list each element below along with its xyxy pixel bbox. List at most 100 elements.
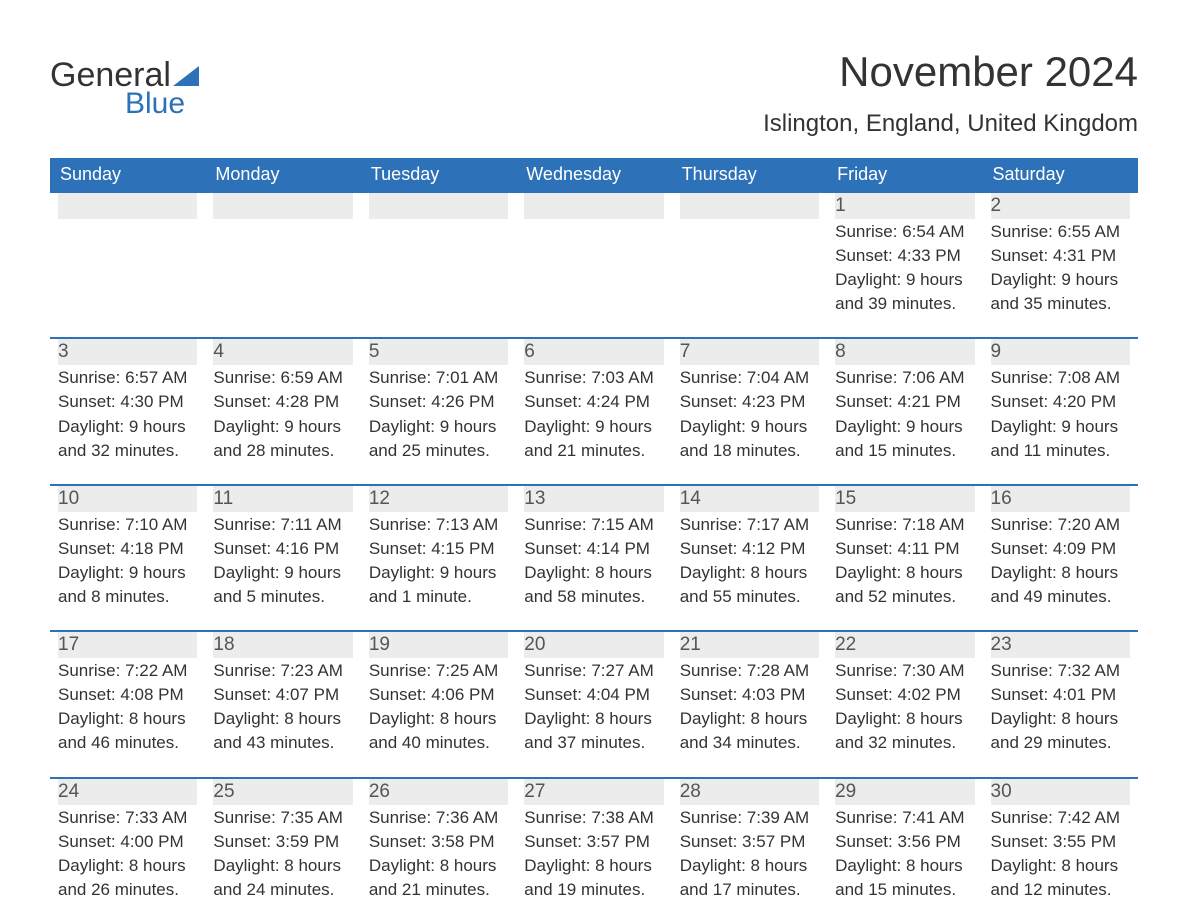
sunset-text: Sunset: 4:31 PM bbox=[991, 245, 1130, 267]
day-cell bbox=[205, 193, 360, 323]
week-row: 10Sunrise: 7:10 AMSunset: 4:18 PMDayligh… bbox=[50, 484, 1138, 616]
day-number: 17 bbox=[58, 632, 197, 658]
daylight-text: and 5 minutes. bbox=[213, 586, 352, 608]
daylight-text: and 39 minutes. bbox=[835, 293, 974, 315]
calendar: SundayMondayTuesdayWednesdayThursdayFrid… bbox=[50, 158, 1138, 909]
day-number: 14 bbox=[680, 486, 819, 512]
day-cell: 2Sunrise: 6:55 AMSunset: 4:31 PMDaylight… bbox=[983, 193, 1138, 323]
day-cell bbox=[361, 193, 516, 323]
week-row: 17Sunrise: 7:22 AMSunset: 4:08 PMDayligh… bbox=[50, 630, 1138, 762]
daylight-text: Daylight: 9 hours bbox=[835, 416, 974, 438]
week-row: 1Sunrise: 6:54 AMSunset: 4:33 PMDaylight… bbox=[50, 191, 1138, 323]
day-cell: 6Sunrise: 7:03 AMSunset: 4:24 PMDaylight… bbox=[516, 339, 671, 469]
sunset-text: Sunset: 4:26 PM bbox=[369, 391, 508, 413]
sunrise-text: Sunrise: 7:18 AM bbox=[835, 514, 974, 536]
daylight-text: Daylight: 8 hours bbox=[680, 855, 819, 877]
daylight-text: Daylight: 8 hours bbox=[58, 855, 197, 877]
day-cell: 20Sunrise: 7:27 AMSunset: 4:04 PMDayligh… bbox=[516, 632, 671, 762]
day-cell: 15Sunrise: 7:18 AMSunset: 4:11 PMDayligh… bbox=[827, 486, 982, 616]
sunrise-text: Sunrise: 7:41 AM bbox=[835, 807, 974, 829]
daylight-text: and 1 minute. bbox=[369, 586, 508, 608]
daylight-text: Daylight: 9 hours bbox=[58, 562, 197, 584]
daylight-text: and 29 minutes. bbox=[991, 732, 1130, 754]
daylight-text: Daylight: 9 hours bbox=[680, 416, 819, 438]
daylight-text: Daylight: 9 hours bbox=[369, 562, 508, 584]
sunrise-text: Sunrise: 7:15 AM bbox=[524, 514, 663, 536]
sunset-text: Sunset: 4:33 PM bbox=[835, 245, 974, 267]
daylight-text: and 8 minutes. bbox=[58, 586, 197, 608]
day-cell: 1Sunrise: 6:54 AMSunset: 4:33 PMDaylight… bbox=[827, 193, 982, 323]
sunrise-text: Sunrise: 7:38 AM bbox=[524, 807, 663, 829]
day-number bbox=[524, 193, 663, 219]
daylight-text: Daylight: 9 hours bbox=[213, 416, 352, 438]
sunset-text: Sunset: 3:58 PM bbox=[369, 831, 508, 853]
header-area: General Blue November 2024 Islington, En… bbox=[50, 48, 1138, 138]
day-cell: 14Sunrise: 7:17 AMSunset: 4:12 PMDayligh… bbox=[672, 486, 827, 616]
day-cell bbox=[672, 193, 827, 323]
weekday-header: Monday bbox=[205, 158, 360, 191]
sunset-text: Sunset: 4:18 PM bbox=[58, 538, 197, 560]
day-cell: 29Sunrise: 7:41 AMSunset: 3:56 PMDayligh… bbox=[827, 779, 982, 909]
logo-text-blue: Blue bbox=[125, 87, 185, 121]
day-number: 20 bbox=[524, 632, 663, 658]
day-cell: 28Sunrise: 7:39 AMSunset: 3:57 PMDayligh… bbox=[672, 779, 827, 909]
daylight-text: and 32 minutes. bbox=[58, 440, 197, 462]
day-cell: 27Sunrise: 7:38 AMSunset: 3:57 PMDayligh… bbox=[516, 779, 671, 909]
sunrise-text: Sunrise: 7:06 AM bbox=[835, 367, 974, 389]
day-cell: 22Sunrise: 7:30 AMSunset: 4:02 PMDayligh… bbox=[827, 632, 982, 762]
day-number: 24 bbox=[58, 779, 197, 805]
day-number bbox=[58, 193, 197, 219]
day-number: 18 bbox=[213, 632, 352, 658]
daylight-text: and 58 minutes. bbox=[524, 586, 663, 608]
day-cell: 24Sunrise: 7:33 AMSunset: 4:00 PMDayligh… bbox=[50, 779, 205, 909]
daylight-text: and 15 minutes. bbox=[835, 440, 974, 462]
sunrise-text: Sunrise: 7:22 AM bbox=[58, 660, 197, 682]
day-number: 6 bbox=[524, 339, 663, 365]
sunrise-text: Sunrise: 6:54 AM bbox=[835, 221, 974, 243]
location-text: Islington, England, United Kingdom bbox=[763, 110, 1138, 138]
sunset-text: Sunset: 4:15 PM bbox=[369, 538, 508, 560]
sunrise-text: Sunrise: 7:36 AM bbox=[369, 807, 508, 829]
day-number: 15 bbox=[835, 486, 974, 512]
sunrise-text: Sunrise: 7:42 AM bbox=[991, 807, 1130, 829]
day-cell: 12Sunrise: 7:13 AMSunset: 4:15 PMDayligh… bbox=[361, 486, 516, 616]
logo: General Blue bbox=[50, 56, 203, 121]
day-number: 12 bbox=[369, 486, 508, 512]
daylight-text: and 24 minutes. bbox=[213, 879, 352, 901]
daylight-text: Daylight: 8 hours bbox=[524, 562, 663, 584]
sunrise-text: Sunrise: 7:17 AM bbox=[680, 514, 819, 536]
day-number: 9 bbox=[991, 339, 1130, 365]
day-number bbox=[213, 193, 352, 219]
sunset-text: Sunset: 4:30 PM bbox=[58, 391, 197, 413]
daylight-text: and 21 minutes. bbox=[369, 879, 508, 901]
day-cell: 5Sunrise: 7:01 AMSunset: 4:26 PMDaylight… bbox=[361, 339, 516, 469]
weekday-header: Saturday bbox=[983, 158, 1138, 191]
daylight-text: and 12 minutes. bbox=[991, 879, 1130, 901]
day-cell: 23Sunrise: 7:32 AMSunset: 4:01 PMDayligh… bbox=[983, 632, 1138, 762]
sunset-text: Sunset: 4:03 PM bbox=[680, 684, 819, 706]
day-number: 22 bbox=[835, 632, 974, 658]
daylight-text: and 43 minutes. bbox=[213, 732, 352, 754]
day-cell: 11Sunrise: 7:11 AMSunset: 4:16 PMDayligh… bbox=[205, 486, 360, 616]
day-number: 13 bbox=[524, 486, 663, 512]
sunrise-text: Sunrise: 7:30 AM bbox=[835, 660, 974, 682]
daylight-text: Daylight: 8 hours bbox=[680, 562, 819, 584]
weekday-header: Wednesday bbox=[516, 158, 671, 191]
day-cell: 9Sunrise: 7:08 AMSunset: 4:20 PMDaylight… bbox=[983, 339, 1138, 469]
daylight-text: Daylight: 9 hours bbox=[991, 269, 1130, 291]
day-cell: 25Sunrise: 7:35 AMSunset: 3:59 PMDayligh… bbox=[205, 779, 360, 909]
sunrise-text: Sunrise: 7:32 AM bbox=[991, 660, 1130, 682]
daylight-text: Daylight: 8 hours bbox=[369, 855, 508, 877]
sunset-text: Sunset: 4:09 PM bbox=[991, 538, 1130, 560]
day-number bbox=[680, 193, 819, 219]
sunset-text: Sunset: 4:14 PM bbox=[524, 538, 663, 560]
sunset-text: Sunset: 4:06 PM bbox=[369, 684, 508, 706]
daylight-text: Daylight: 8 hours bbox=[213, 708, 352, 730]
day-number: 3 bbox=[58, 339, 197, 365]
sunrise-text: Sunrise: 7:25 AM bbox=[369, 660, 508, 682]
day-number: 16 bbox=[991, 486, 1130, 512]
sunrise-text: Sunrise: 7:03 AM bbox=[524, 367, 663, 389]
sunset-text: Sunset: 4:21 PM bbox=[835, 391, 974, 413]
day-number: 21 bbox=[680, 632, 819, 658]
day-number: 5 bbox=[369, 339, 508, 365]
